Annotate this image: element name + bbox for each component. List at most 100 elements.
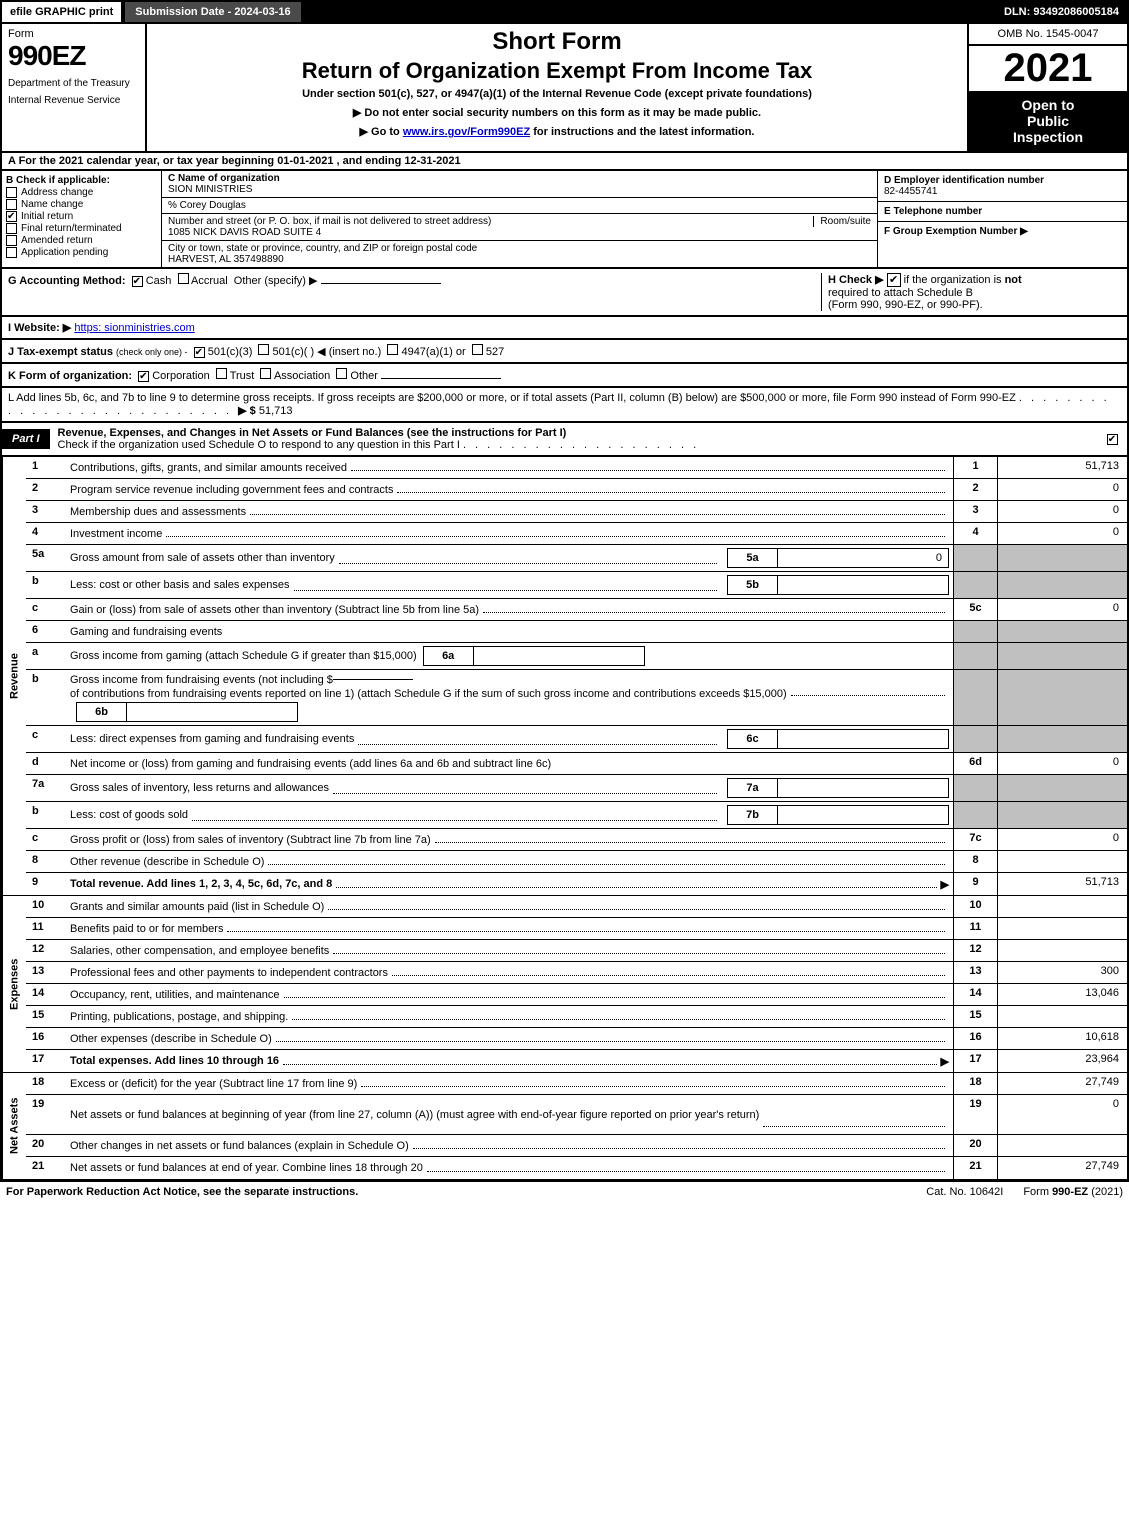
arrow-icon: ▶ — [941, 878, 949, 891]
chk-application-pending[interactable]: Application pending — [6, 247, 157, 258]
line-6b: b Gross income from fundraising events (… — [26, 670, 1127, 726]
chk-final-return[interactable]: Final return/terminated — [6, 223, 157, 234]
return-title: Return of Organization Exempt From Incom… — [157, 58, 957, 84]
website-label: I Website: ▶ — [8, 322, 71, 334]
line-10-value — [997, 896, 1127, 917]
chk-corporation[interactable] — [138, 371, 149, 382]
chk-cash[interactable] — [132, 276, 143, 287]
side-net-assets: Net Assets — [2, 1073, 26, 1179]
org-name-row: C Name of organization SION MINISTRIES — [162, 171, 877, 198]
line-6: 6 Gaming and fundraising events — [26, 621, 1127, 643]
chk-association[interactable] — [260, 368, 271, 379]
row-i: I Website: ▶ https: sionministries.com — [0, 317, 1129, 340]
line-18: 18Excess or (deficit) for the year (Subt… — [26, 1073, 1127, 1095]
ein-label: D Employer identification number — [884, 175, 1044, 186]
chk-501c3[interactable] — [194, 347, 205, 358]
line-15: 15Printing, publications, postage, and s… — [26, 1006, 1127, 1028]
line-5b-value — [778, 576, 948, 594]
irs-link[interactable]: www.irs.gov/Form990EZ — [403, 126, 530, 138]
chk-initial-return[interactable]: Initial return — [6, 211, 157, 222]
line-20-value — [997, 1135, 1127, 1156]
efile-print-button[interactable]: efile GRAPHIC print — [0, 0, 123, 24]
h-text3: (Form 990, 990-EZ, or 990-PF). — [828, 299, 983, 311]
website-link[interactable]: https: sionministries.com — [74, 322, 194, 334]
side-revenue: Revenue — [2, 457, 26, 895]
fundraising-amount-field[interactable] — [333, 679, 413, 680]
street-value: 1085 NICK DAVIS ROAD SUITE 4 — [168, 227, 321, 238]
short-form-title: Short Form — [157, 28, 957, 56]
other-specify-field[interactable] — [321, 283, 441, 284]
line-17-value: 23,964 — [997, 1050, 1127, 1072]
line-6a-value — [474, 647, 644, 665]
form-number: 990EZ — [8, 40, 139, 72]
other-org-field[interactable] — [381, 378, 501, 379]
paperwork-notice: For Paperwork Reduction Act Notice, see … — [6, 1186, 906, 1198]
info-grid: B Check if applicable: Address change Na… — [0, 171, 1129, 269]
top-bar: efile GRAPHIC print Submission Date - 20… — [0, 0, 1129, 24]
line-8: 8 Other revenue (describe in Schedule O)… — [26, 851, 1127, 873]
box-b: B Check if applicable: Address change Na… — [2, 171, 162, 267]
form-ref: Form 990-EZ (2021) — [1023, 1186, 1123, 1198]
part1-checkbox[interactable] — [1097, 433, 1127, 445]
goto-suffix: for instructions and the latest informat… — [533, 126, 754, 138]
row-l: L Add lines 5b, 6c, and 7b to line 9 to … — [0, 388, 1129, 423]
line-3-value: 0 — [997, 501, 1127, 522]
line-21: 21Net assets or fund balances at end of … — [26, 1157, 1127, 1179]
line-12-value — [997, 940, 1127, 961]
part1-check-line: Check if the organization used Schedule … — [58, 439, 460, 451]
arrow-icon: ▶ — [941, 1055, 949, 1068]
chk-trust[interactable] — [216, 368, 227, 379]
line-1-value: 51,713 — [997, 457, 1127, 478]
line-7a: 7a Gross sales of inventory, less return… — [26, 775, 1127, 802]
arrow-icon: ▶ $ — [238, 405, 256, 417]
row-g: G Accounting Method: Cash Accrual Other … — [8, 273, 821, 311]
street-label: Number and street (or P. O. box, if mail… — [168, 216, 813, 227]
care-of-row: % Corey Douglas — [162, 198, 877, 214]
line-17: 17Total expenses. Add lines 10 through 1… — [26, 1050, 1127, 1072]
omb-number: OMB No. 1545-0047 — [969, 24, 1127, 46]
part1-tab: Part I — [2, 429, 50, 449]
line-8-value — [997, 851, 1127, 872]
line-7a-value — [778, 779, 948, 797]
header-left: Form 990EZ Department of the Treasury In… — [2, 24, 147, 151]
city-value: HARVEST, AL 357498890 — [168, 254, 284, 265]
h-text1: if the organization is — [904, 274, 1005, 286]
line-10: 10Grants and similar amounts paid (list … — [26, 896, 1127, 918]
chk-527[interactable] — [472, 344, 483, 355]
line-3: 3 Membership dues and assessments 3 0 — [26, 501, 1127, 523]
open-line3: Inspection — [975, 129, 1121, 145]
line-19-value: 0 — [997, 1095, 1127, 1134]
form-org-label: K Form of organization: — [8, 370, 132, 382]
chk-accrual[interactable] — [178, 273, 189, 284]
under-section: Under section 501(c), 527, or 4947(a)(1)… — [157, 88, 957, 100]
line-20: 20Other changes in net assets or fund ba… — [26, 1135, 1127, 1157]
line-7b: b Less: cost of goods sold 7b — [26, 802, 1127, 829]
chk-address-change[interactable]: Address change — [6, 187, 157, 198]
phone-label: E Telephone number — [884, 206, 982, 217]
line-21-value: 27,749 — [997, 1157, 1127, 1179]
chk-other-org[interactable] — [336, 368, 347, 379]
open-line2: Public — [975, 113, 1121, 129]
line-6d: d Net income or (loss) from gaming and f… — [26, 753, 1127, 775]
chk-amended-return[interactable]: Amended return — [6, 235, 157, 246]
line-2: 2 Program service revenue including gove… — [26, 479, 1127, 501]
chk-name-change[interactable]: Name change — [6, 199, 157, 210]
box-def: D Employer identification number 82-4455… — [877, 171, 1127, 267]
submission-date: Submission Date - 2024-03-16 — [123, 0, 302, 24]
row-l-text: L Add lines 5b, 6c, and 7b to line 9 to … — [8, 392, 1016, 404]
accounting-label: G Accounting Method: — [8, 275, 126, 287]
chk-schedule-b[interactable] — [887, 273, 901, 287]
form-header: Form 990EZ Department of the Treasury In… — [0, 24, 1129, 153]
part1-header: Part I Revenue, Expenses, and Changes in… — [0, 423, 1129, 457]
line-5c: c Gain or (loss) from sale of assets oth… — [26, 599, 1127, 621]
header-center: Short Form Return of Organization Exempt… — [147, 24, 967, 151]
open-line1: Open to — [975, 97, 1121, 113]
h-label: H Check ▶ — [828, 274, 884, 286]
gross-receipts-value: 51,713 — [259, 405, 293, 417]
chk-501c[interactable] — [258, 344, 269, 355]
line-6c-value — [778, 730, 948, 748]
line-14-value: 13,046 — [997, 984, 1127, 1005]
line-13-value: 300 — [997, 962, 1127, 983]
h-text2: required to attach Schedule B — [828, 287, 973, 299]
chk-4947[interactable] — [387, 344, 398, 355]
